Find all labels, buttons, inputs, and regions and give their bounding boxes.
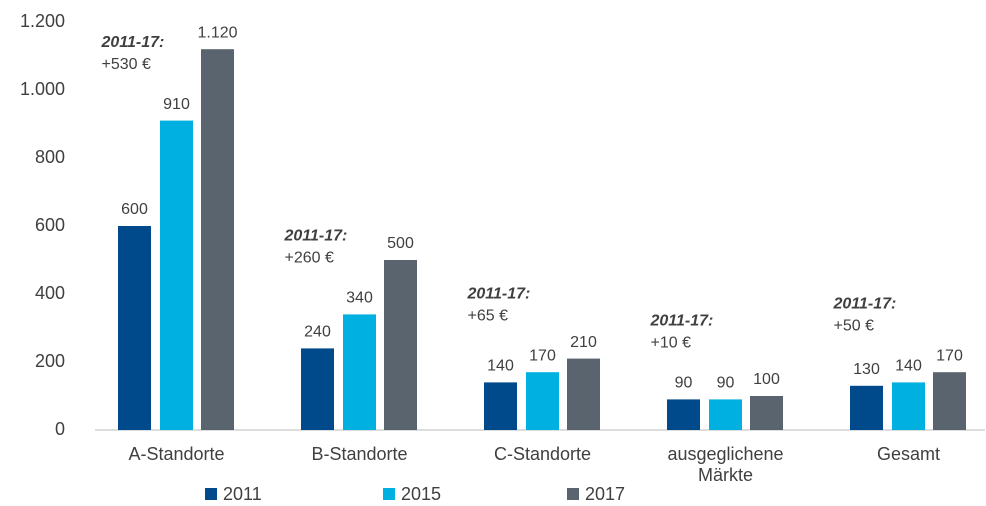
bar bbox=[850, 385, 883, 430]
bar bbox=[709, 399, 742, 430]
legend-label: 2011 bbox=[223, 484, 262, 504]
bar bbox=[160, 120, 193, 430]
x-tick-label: A-Standorte bbox=[128, 444, 225, 464]
bar bbox=[933, 372, 966, 430]
annotation-label: 2011-17: bbox=[833, 296, 897, 313]
data-label: 90 bbox=[675, 375, 693, 392]
data-label: 500 bbox=[387, 235, 414, 252]
y-tick-label: 400 bbox=[35, 283, 65, 303]
bar bbox=[343, 314, 376, 430]
bar bbox=[484, 382, 517, 430]
data-label: 90 bbox=[717, 375, 735, 392]
x-tick-label: ausgeglichene Märkte bbox=[667, 444, 784, 485]
x-tick-label: B-Standorte bbox=[311, 444, 408, 464]
data-label: 130 bbox=[853, 361, 880, 378]
data-label: 170 bbox=[529, 347, 556, 364]
bar bbox=[750, 396, 783, 430]
data-label: 1.120 bbox=[197, 24, 237, 41]
bar bbox=[384, 260, 417, 430]
x-tick-label: C-Standorte bbox=[493, 444, 592, 464]
y-tick-label: 800 bbox=[35, 147, 65, 167]
legend-label: 2017 bbox=[585, 484, 625, 504]
y-tick-label: 1.000 bbox=[20, 79, 65, 99]
legend-swatch bbox=[567, 488, 579, 500]
data-label: 240 bbox=[304, 324, 331, 341]
x-tick-label: Gesamt bbox=[876, 444, 941, 464]
y-tick-label: 600 bbox=[35, 215, 65, 235]
data-label: 170 bbox=[936, 347, 963, 364]
data-label: 140 bbox=[487, 358, 514, 375]
data-label: 210 bbox=[570, 334, 597, 351]
annotation-label: 2011-17: bbox=[650, 313, 714, 330]
bar bbox=[118, 226, 151, 430]
bar bbox=[201, 49, 234, 430]
data-label: 910 bbox=[163, 96, 190, 113]
data-label: 100 bbox=[753, 371, 780, 388]
bar bbox=[526, 372, 559, 430]
annotation-text: +50 € bbox=[834, 318, 875, 335]
annotation-label: 2011-17: bbox=[284, 228, 348, 245]
bar bbox=[892, 382, 925, 430]
data-label: 140 bbox=[895, 358, 922, 375]
data-label: 340 bbox=[346, 290, 373, 307]
bar bbox=[667, 399, 700, 430]
y-tick-label: 0 bbox=[55, 419, 65, 439]
annotation-text: +65 € bbox=[468, 307, 509, 324]
annotation-label: 2011-17: bbox=[467, 285, 531, 302]
legend-swatch bbox=[383, 488, 395, 500]
legend-swatch bbox=[205, 488, 217, 500]
annotation-text: +260 € bbox=[285, 250, 334, 267]
data-label: 600 bbox=[121, 201, 148, 218]
y-tick-label: 200 bbox=[35, 351, 65, 371]
legend-label: 2015 bbox=[401, 484, 441, 504]
bar bbox=[301, 348, 334, 430]
y-tick-label: 1.200 bbox=[20, 11, 65, 31]
bar bbox=[567, 358, 600, 430]
annotation-label: 2011-17: bbox=[101, 34, 165, 51]
annotation-text: +10 € bbox=[651, 335, 692, 352]
annotation-text: +530 € bbox=[102, 56, 151, 73]
